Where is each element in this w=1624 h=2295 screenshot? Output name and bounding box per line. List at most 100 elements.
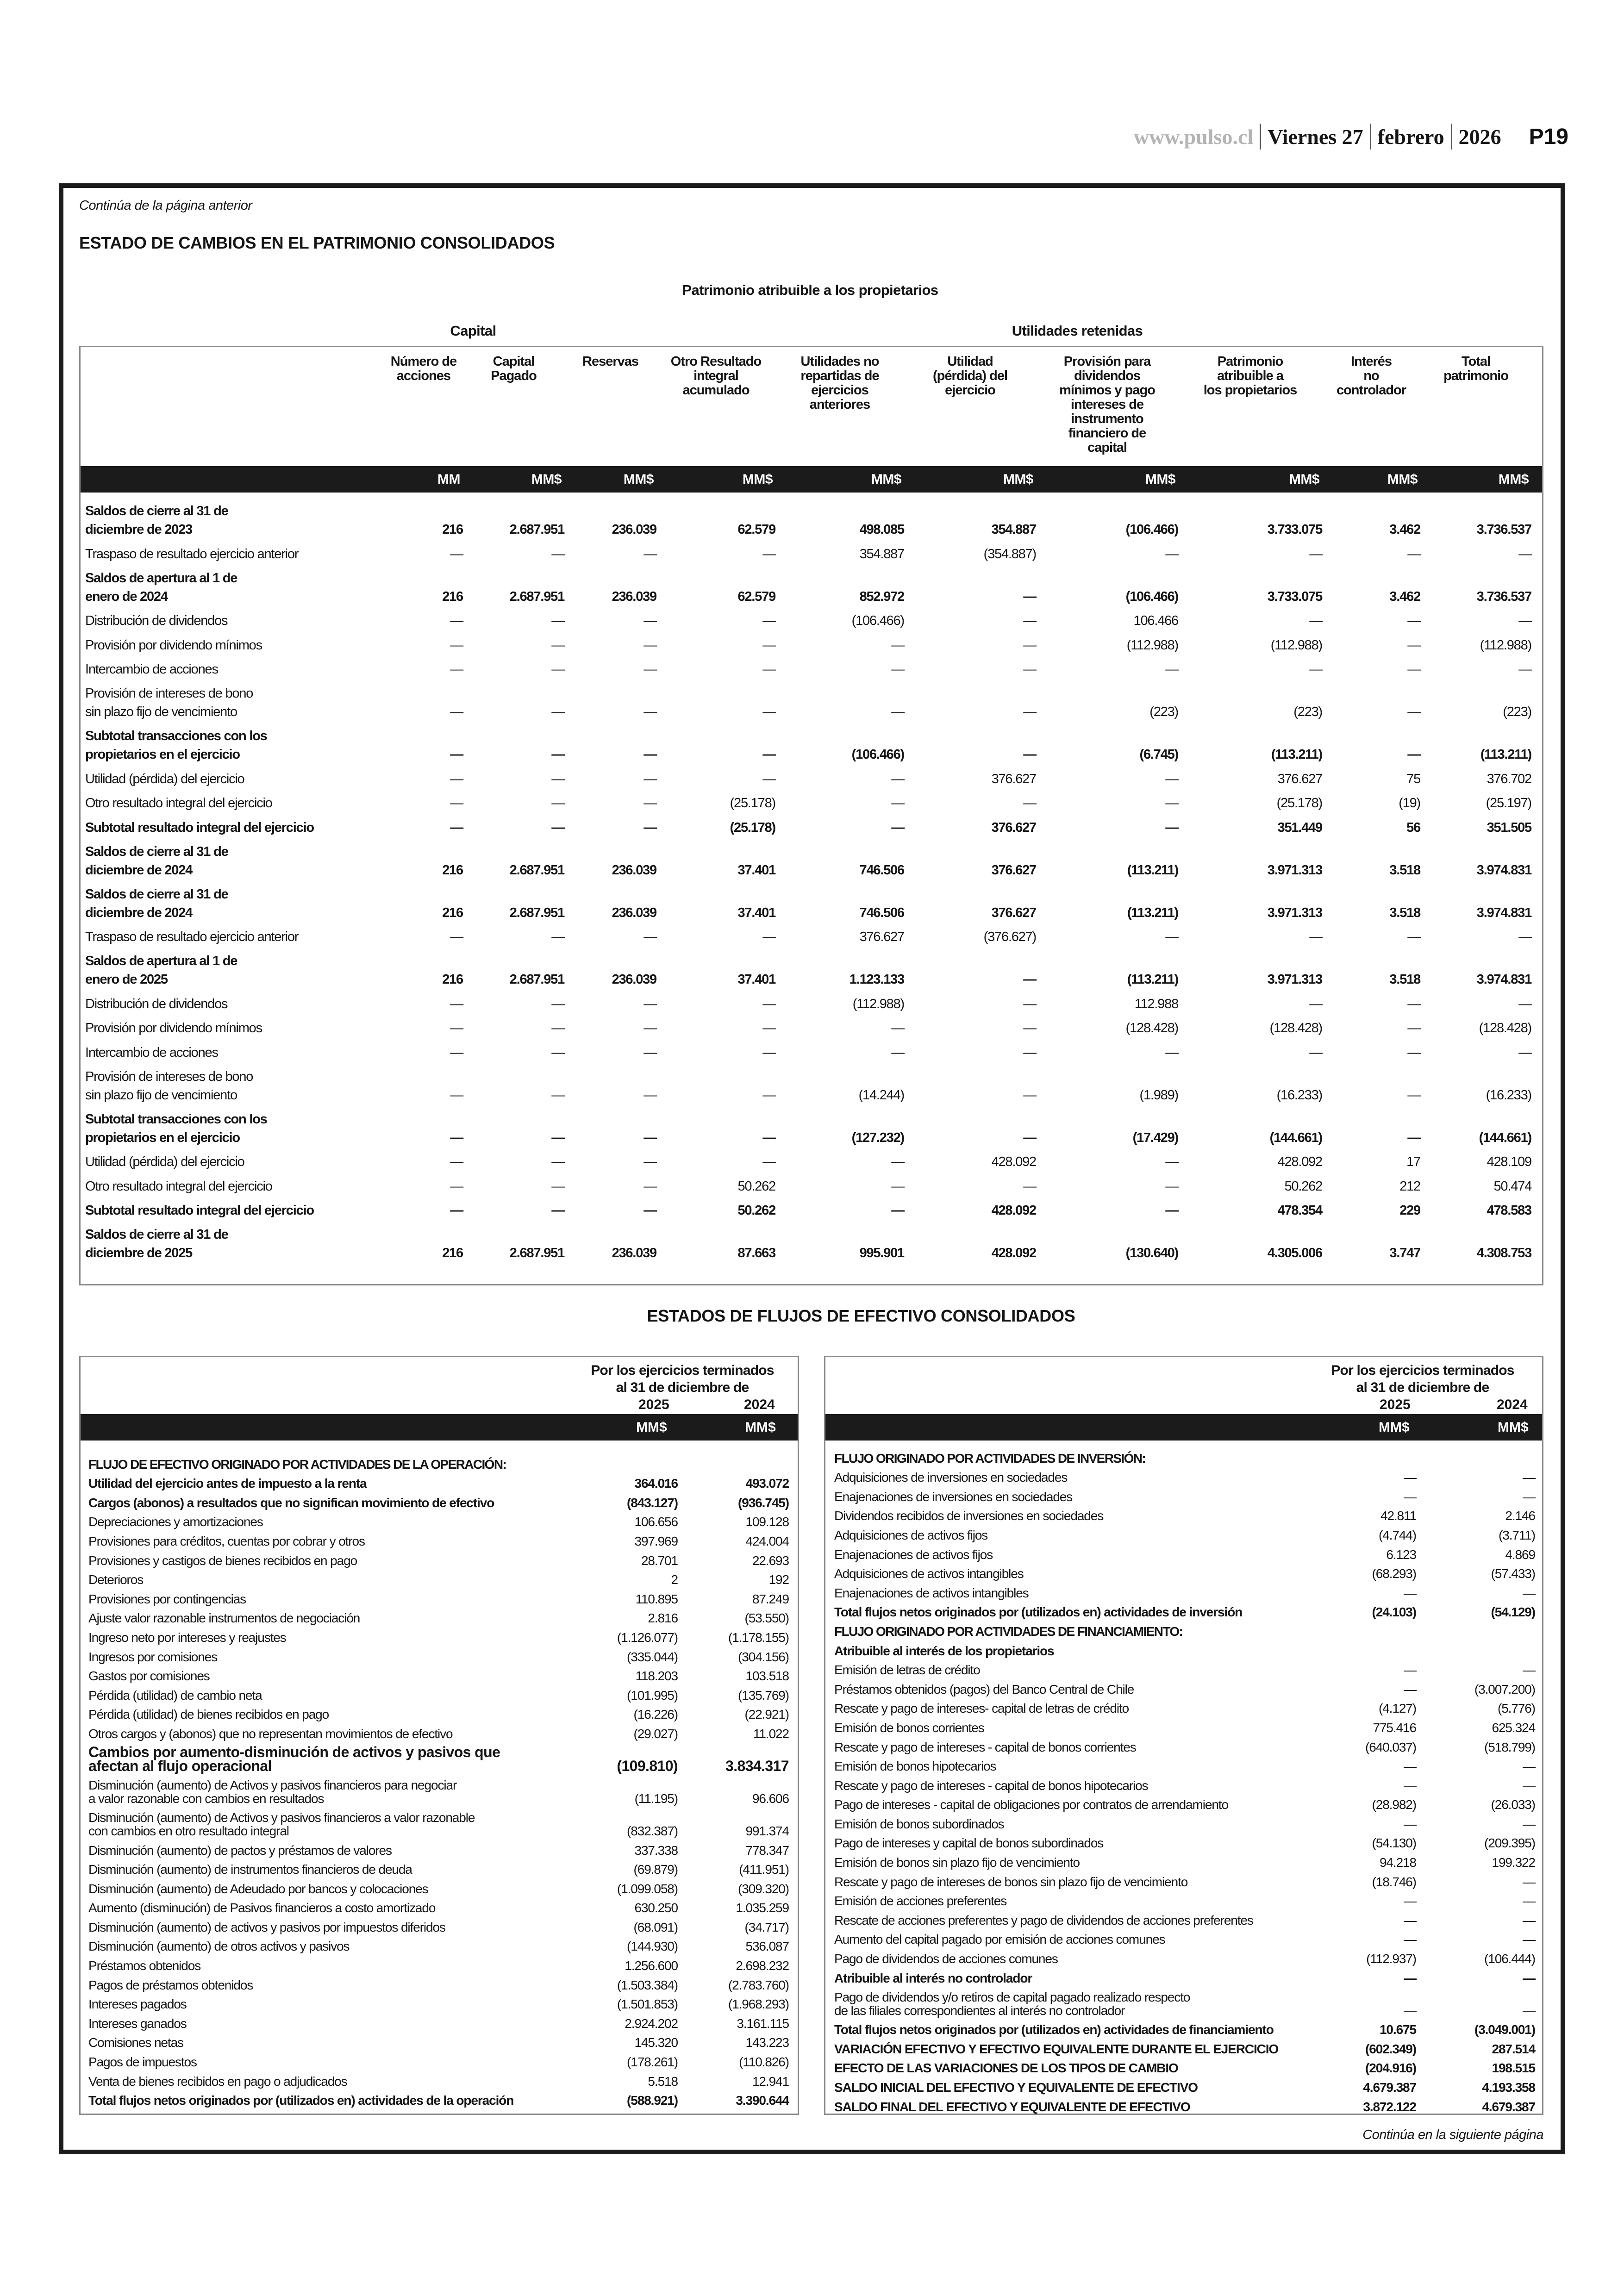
- cell-value: —: [1023, 589, 1037, 604]
- list-item: Cargos (abonos) a resultados que no sign…: [81, 1490, 789, 1509]
- cell-value: 216: [442, 1246, 463, 1260]
- equity-table-body: Saldos de cierre al 31 de diciembre de 2…: [81, 498, 1532, 1264]
- list-item: Enajenaciones de activos intangibles — —: [825, 1580, 1536, 1600]
- list-item: Dividendos recibidos de inversiones en s…: [825, 1503, 1536, 1522]
- cell-value: —: [1023, 637, 1037, 653]
- cell-value: —: [1165, 820, 1179, 835]
- cell-value: —: [1165, 929, 1179, 944]
- value-2024: 4.679.387: [1482, 2099, 1536, 2114]
- value-2025: —: [1404, 1585, 1417, 1600]
- table-row: Utilidad (pérdida) del ejercicio — — — — — 376…: [85, 766, 1532, 790]
- value-2024: (3.711): [1499, 1528, 1536, 1542]
- column-header: Total patrimonio: [1443, 354, 1509, 383]
- cell-value: —: [762, 1045, 776, 1060]
- value-2025: 397.969: [634, 1534, 678, 1548]
- table-row: Subtotal resultado integral del ejercici…: [85, 1197, 1532, 1222]
- cell-value: —: [450, 546, 463, 561]
- cell-value: 4.308.753: [1476, 1246, 1532, 1260]
- value-2025: 94.218: [1379, 1855, 1417, 1870]
- cell-value: —: [891, 637, 905, 653]
- table-row: Provisión por dividendo mínimos — — — — — — (12…: [85, 1015, 1532, 1040]
- value-2024: (1.968.293): [728, 1997, 789, 2012]
- cell-value: 478.354: [1277, 1203, 1323, 1218]
- investing-financing-activities-list: FLUJO ORIGINADO POR ACTIVIDADES DE INVER…: [825, 1446, 1536, 2114]
- item-label: Comisiones netas: [88, 2035, 184, 2050]
- cell-value: —: [1518, 546, 1532, 561]
- value-2025: 118.203: [635, 1669, 679, 1684]
- list-item: Cambios por aumento-disminución de activ…: [81, 1740, 789, 1773]
- value-2024: 536.087: [745, 1939, 789, 1954]
- site-url[interactable]: www.pulso.cl: [1133, 125, 1254, 149]
- divider: [1369, 124, 1371, 150]
- cell-value: 2.687.951: [509, 589, 565, 604]
- list-item: Pago de intereses - capital de obligacio…: [825, 1792, 1536, 1811]
- list-item: Préstamos obtenidos 1.256.600 2.698.232: [81, 1953, 789, 1972]
- value-2024: 3.390.644: [736, 2093, 789, 2108]
- list-item: Disminución (aumento) de Activos y pasiv…: [81, 1805, 789, 1838]
- row-label: Provisión de intereses de bono sin plazo…: [85, 1069, 253, 1103]
- list-item: Provisiones por contingencias 110.895 87.2…: [81, 1586, 789, 1606]
- cell-value: 236.039: [612, 1246, 657, 1260]
- list-item: Intereses pagados (1.501.853) (1.968.293): [81, 1992, 789, 2011]
- cell-value: —: [891, 771, 905, 786]
- cell-value: 50.262: [737, 1179, 776, 1194]
- item-label: Intereses pagados: [88, 1997, 187, 2012]
- cell-value: —: [643, 637, 657, 653]
- cell-value: (112.988): [852, 996, 905, 1011]
- item-label: Disminución (aumento) de activos y pasiv…: [88, 1920, 446, 1934]
- row-label: Provisión por dividendo mínimos: [85, 1021, 262, 1035]
- cell-value: (106.466): [851, 747, 905, 762]
- cell-value: —: [762, 996, 776, 1011]
- cell-value: —: [643, 662, 657, 677]
- item-label: Total flujos netos originados por (utili…: [834, 1605, 1243, 1620]
- value-2025: —: [1404, 1816, 1417, 1831]
- cell-value: (17.429): [1132, 1130, 1179, 1145]
- column-header: Provisión para dividendos mínimos y pago…: [1059, 354, 1156, 455]
- cell-value: 236.039: [612, 522, 657, 537]
- list-item: Aumento (disminución) de Pasivos financi…: [81, 1896, 789, 1915]
- list-item: Ajuste valor razonable instrumentos de n…: [81, 1606, 789, 1625]
- row-label: Intercambio de acciones: [85, 662, 219, 677]
- list-item: Venta de bienes recibidos en pago o adju…: [81, 2069, 789, 2088]
- item-label: Pago de dividendos y/o retiros de capita…: [834, 1989, 1191, 2018]
- value-2024: 11.022: [753, 1726, 789, 1741]
- row-label: Saldos de cierre al 31 de diciembre de 2…: [85, 1227, 229, 1260]
- value-2025: 337.338: [634, 1843, 678, 1858]
- list-item: Total flujos netos originados por (utili…: [825, 2017, 1536, 2036]
- column-unit: MM$: [531, 472, 562, 487]
- cell-value: —: [1023, 662, 1037, 677]
- cell-value: 2.687.951: [509, 522, 565, 537]
- cell-value: 2.687.951: [509, 905, 565, 920]
- value-2025: (16.226): [633, 1707, 679, 1722]
- list-item: Aumento del capital pagado por emisión d…: [825, 1927, 1536, 1947]
- item-label: Pagos de préstamos obtenidos: [88, 1977, 253, 1992]
- divider: [1260, 124, 1262, 150]
- cell-value: —: [551, 637, 565, 653]
- cell-value: 376.627: [991, 905, 1037, 920]
- value-2024: —: [1523, 1489, 1536, 1504]
- cell-value: —: [1309, 613, 1323, 628]
- cell-value: —: [1518, 662, 1532, 677]
- list-item: Atribuible al interés de los propietario…: [825, 1638, 1535, 1658]
- column-unit: MM$: [871, 472, 902, 487]
- value-2025: —: [1404, 1489, 1417, 1504]
- value-2025: (4.744): [1378, 1528, 1417, 1542]
- column-unit: MM: [437, 472, 460, 487]
- cell-value: —: [891, 662, 905, 677]
- cell-value: —: [1023, 996, 1037, 1011]
- list-item: Disminución (aumento) de instrumentos fi…: [81, 1857, 789, 1877]
- cell-value: —: [1407, 662, 1421, 677]
- cell-value: 3.974.831: [1476, 972, 1532, 987]
- value-2025: —: [1404, 1932, 1417, 1947]
- page-number: P19: [1529, 124, 1568, 149]
- cell-value: —: [1309, 662, 1323, 677]
- value-2024: (57.433): [1491, 1566, 1536, 1581]
- cell-value: 995.901: [859, 1246, 905, 1260]
- cell-value: —: [643, 1130, 657, 1145]
- item-label: Disminución (aumento) de instrumentos fi…: [88, 1862, 412, 1877]
- list-item: Total flujos netos originados por (utili…: [825, 1600, 1536, 1620]
- value-2024: —: [1523, 1663, 1536, 1678]
- row-label: Saldos de cierre al 31 de diciembre de 2…: [85, 504, 229, 537]
- period-header: Por los ejercicios terminados al 31 de d…: [1331, 1363, 1514, 1395]
- cell-value: —: [551, 546, 565, 561]
